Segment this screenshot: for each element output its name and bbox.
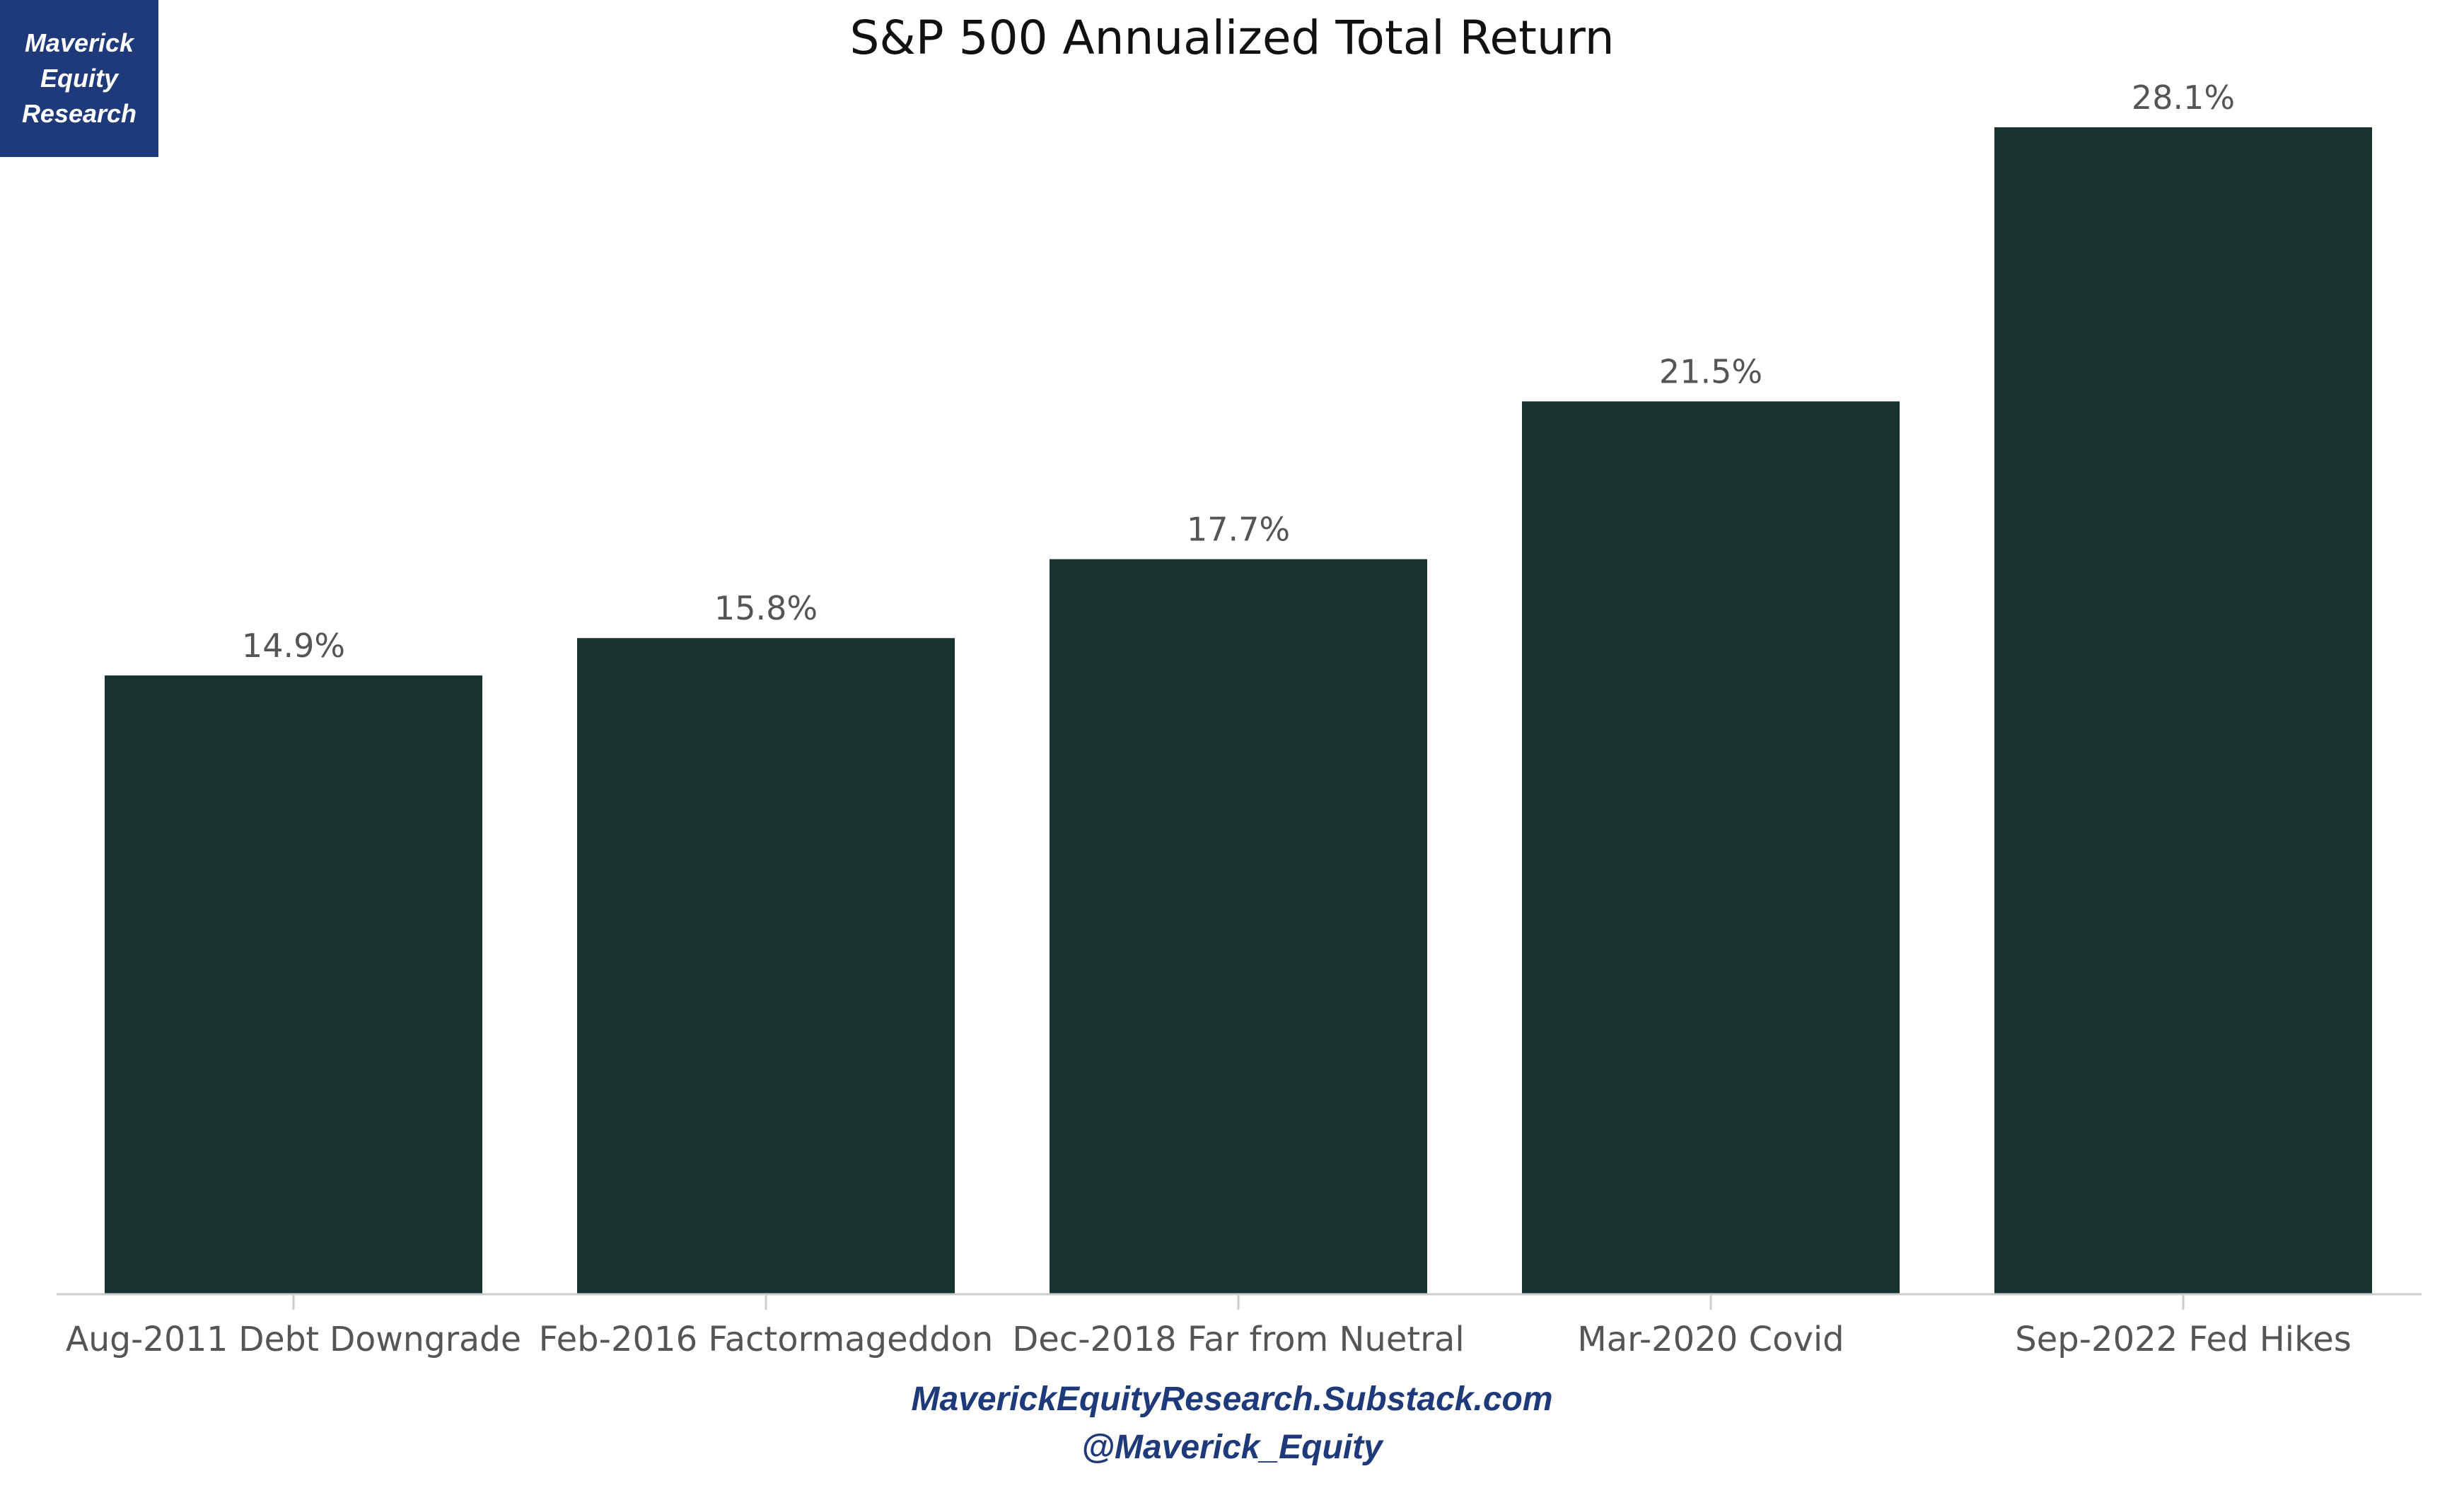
- value-labels-group: 14.9% 15.8% 17.7% 21.5% 28.1%: [242, 79, 2235, 665]
- x-ticks-group: [292, 1294, 2185, 1310]
- x-tick-label-5: Sep-2022 Fed Hikes: [2015, 1320, 2352, 1359]
- x-tick-labels-group: Aug-2011 Debt Downgrade Feb-2016 Factorma…: [66, 1320, 2352, 1359]
- bar-value-label-5: 28.1%: [2132, 79, 2235, 117]
- x-tick-label-2: Feb-2016 Factormageddon: [539, 1320, 994, 1359]
- footer-website: MaverickEquityResearch.Substack.com: [911, 1381, 1553, 1418]
- bar-2: [577, 638, 955, 1294]
- x-tick-label-3: Dec-2018 Far from Nuetral: [1012, 1320, 1464, 1359]
- bar-value-label-4: 21.5%: [1659, 353, 1762, 391]
- bar-value-label-3: 17.7%: [1187, 511, 1290, 549]
- chart-title: S&P 500 Annualized Total Return: [849, 11, 1614, 65]
- x-tick-label-4: Mar-2020 Covid: [1577, 1320, 1844, 1359]
- footer-handle: @Maverick_Equity: [1081, 1429, 1383, 1466]
- bar-1: [105, 675, 482, 1294]
- bar-5: [1994, 127, 2372, 1294]
- bar-value-label-1: 14.9%: [242, 627, 345, 665]
- bar-3: [1050, 559, 1427, 1294]
- footer: MaverickEquityResearch.Substack.com @Mav…: [0, 1376, 2464, 1472]
- bars-group: [105, 127, 2372, 1295]
- logo-line-1: Maverick: [24, 28, 134, 57]
- brand-logo: Maverick Equity Research: [0, 0, 158, 157]
- logo-line-2: Equity: [40, 64, 118, 93]
- logo-line-3: Research: [21, 99, 137, 128]
- x-tick-label-1: Aug-2011 Debt Downgrade: [66, 1320, 521, 1359]
- bar-4: [1522, 401, 1900, 1295]
- bar-value-label-2: 15.8%: [714, 589, 818, 627]
